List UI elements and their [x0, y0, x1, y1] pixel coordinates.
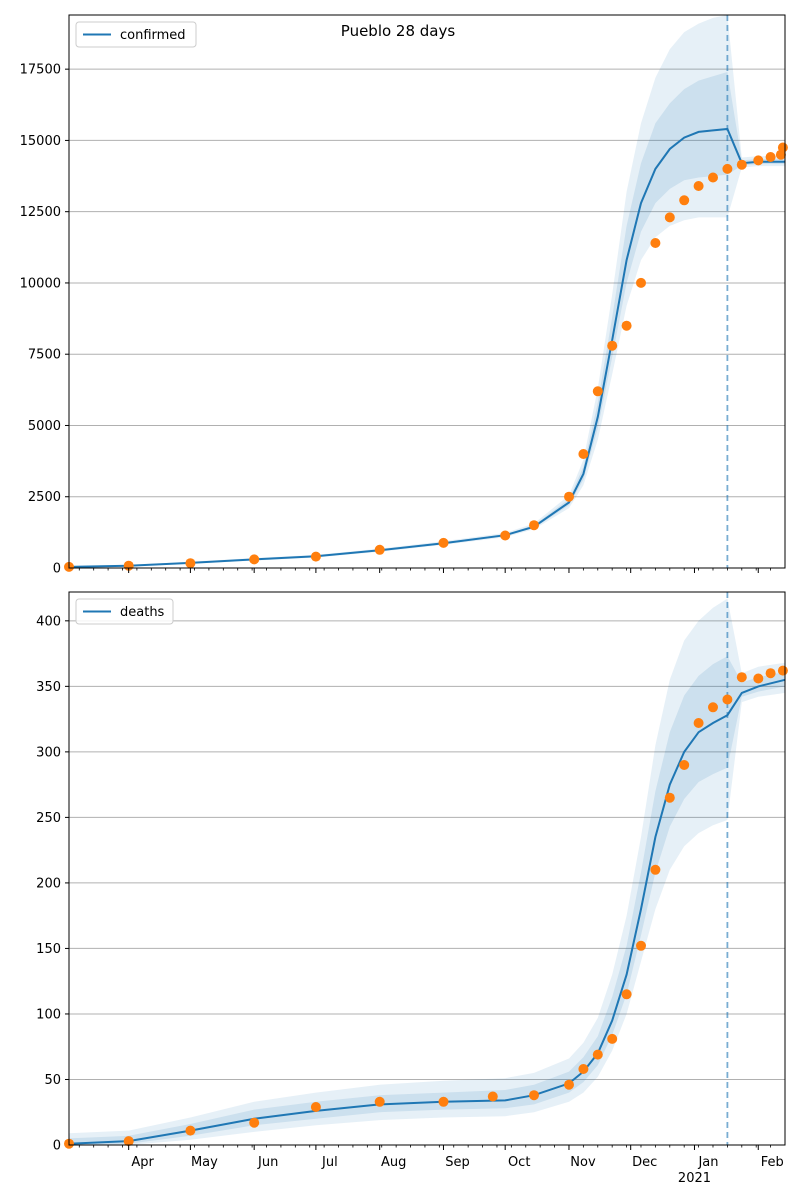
observed-point — [607, 1033, 618, 1044]
legend-box — [75, 598, 174, 625]
observed-point — [374, 544, 385, 555]
x-tick-label: Nov — [570, 1155, 596, 1170]
observed-point — [578, 1064, 589, 1074]
observed-point — [185, 1125, 196, 1136]
observed-point — [310, 551, 321, 562]
x-tick-label: Sep — [445, 1155, 470, 1170]
observed-point — [310, 1102, 321, 1112]
observed-point — [621, 320, 632, 331]
observed-point — [753, 155, 764, 166]
observed-point — [765, 152, 776, 162]
y-tick-label: 150 — [36, 942, 61, 957]
x-tick-label: Oct — [508, 1155, 530, 1170]
y-tick-label: 15000 — [20, 134, 61, 149]
y-tick-label: 0 — [53, 1139, 61, 1154]
y-tick-label: 5000 — [28, 419, 61, 434]
y-tick-label: 100 — [36, 1007, 61, 1022]
y-tick-label: 17500 — [20, 63, 61, 78]
legend-label: deaths — [120, 605, 165, 620]
observed-point — [636, 940, 646, 951]
confidence-band — [69, 656, 785, 1145]
observed-point — [722, 694, 733, 705]
observed-point — [753, 673, 764, 684]
observed-point — [650, 238, 661, 248]
confidence-band — [69, 598, 785, 1145]
y-tick-label: 50 — [44, 1073, 61, 1088]
y-tick-label: 0 — [53, 562, 61, 577]
observed-point — [592, 386, 603, 397]
observed-point — [679, 195, 690, 206]
confidence-band — [69, 72, 785, 568]
y-tick-label: 300 — [36, 745, 61, 760]
confidence-band — [69, 15, 785, 568]
y-tick-label: 7500 — [28, 348, 61, 363]
observed-point — [123, 1136, 134, 1147]
y-tick-label: 12500 — [20, 205, 61, 220]
observed-point — [636, 277, 646, 288]
figure-title: Pueblo 28 days — [341, 22, 456, 40]
model-line — [68, 127, 785, 568]
observed-point — [578, 449, 589, 459]
x-tick-label: Aug — [381, 1155, 406, 1170]
y-tick-label: 250 — [36, 811, 61, 826]
x-tick-year-label: 2021 — [678, 1171, 711, 1186]
confirmed-chart: 0 2500 5000 7500 10000 12500 15000 17500 confirm… — [20, 14, 788, 577]
x-tick-label: Dec — [632, 1155, 657, 1170]
y-tick-label: 350 — [36, 680, 61, 695]
x-tick-label: Feb — [761, 1155, 784, 1170]
observed-point — [736, 672, 747, 683]
deaths-chart: 0 50 100 150 200 250 300 350 400 Apr May Jun Jul Aug S… — [36, 591, 788, 1186]
observed-point — [650, 864, 661, 875]
observed-point — [693, 718, 704, 728]
y-tick-label: 400 — [36, 614, 61, 629]
observed-point — [708, 172, 718, 183]
model-line — [68, 678, 786, 1145]
observed-point — [679, 760, 690, 770]
observed-point — [185, 558, 196, 569]
observed-point — [529, 520, 539, 531]
observed-point — [664, 792, 675, 803]
legend-box — [75, 21, 197, 48]
x-tick-label: Jul — [321, 1155, 338, 1170]
y-tick-label: 200 — [36, 876, 61, 891]
observed-point — [708, 702, 718, 713]
y-tick-label: 2500 — [28, 490, 61, 505]
observed-point — [564, 1079, 574, 1090]
observed-point — [777, 665, 788, 676]
x-tick-label: Jun — [257, 1155, 278, 1170]
observed-point — [249, 554, 260, 565]
observed-point — [564, 491, 574, 502]
observed-point — [592, 1049, 603, 1060]
observed-point — [249, 1117, 260, 1128]
observed-point — [487, 1091, 498, 1102]
x-tick-label: May — [191, 1155, 218, 1170]
plot-frame — [68, 14, 786, 569]
x-tick-label: Jan — [697, 1155, 718, 1170]
observed-point — [722, 163, 733, 174]
observed-point — [664, 212, 675, 223]
observed-point — [500, 530, 511, 541]
observed-point — [607, 340, 618, 351]
observed-point — [374, 1096, 385, 1107]
observed-point — [438, 537, 449, 548]
y-tick-label: 10000 — [20, 276, 61, 291]
observed-point — [693, 181, 704, 191]
x-tick-label: Apr — [131, 1155, 154, 1170]
observed-point — [765, 668, 776, 679]
plot-frame — [68, 591, 786, 1146]
observed-point — [529, 1090, 539, 1101]
legend-label: confirmed — [120, 28, 186, 43]
observed-point — [736, 159, 747, 170]
observed-point — [621, 989, 632, 1000]
observed-point — [777, 142, 788, 153]
observed-point — [438, 1096, 449, 1107]
